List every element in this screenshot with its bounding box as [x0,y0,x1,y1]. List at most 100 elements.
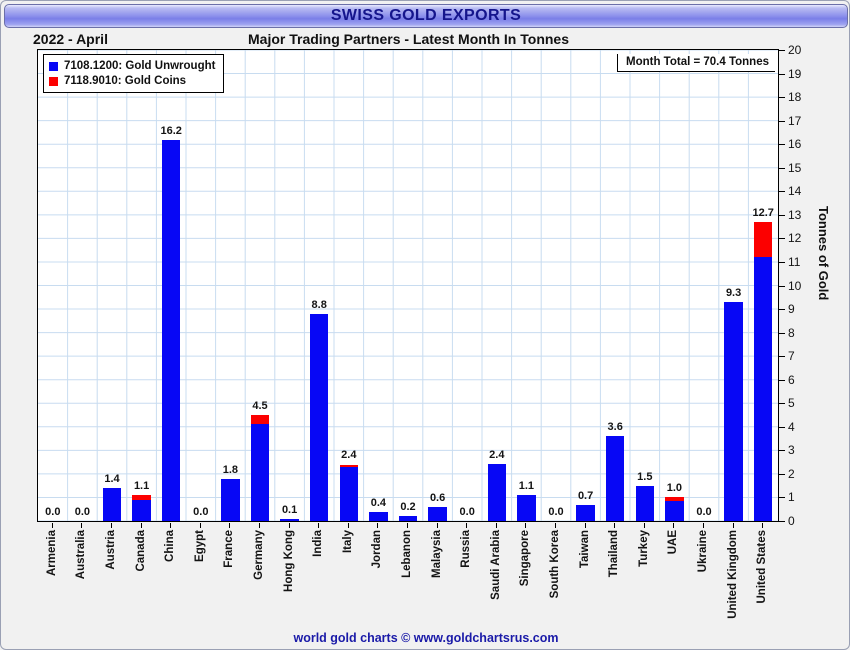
chart-title: SWISS GOLD EXPORTS [330,7,522,24]
bar-value-label: 0.1 [281,503,298,516]
legend-item-coins[interactable]: 7118.9010: Gold Coins [49,74,215,88]
y-tick [779,50,785,51]
bar-germany[interactable] [250,415,270,521]
bar-segment-unwrought [280,518,299,521]
bar-italy[interactable] [339,464,358,521]
bar-segment-unwrought [369,511,388,521]
x-tick [584,523,586,528]
x-tick-label-canada: Canada [134,530,147,572]
y-tick [779,473,785,475]
gridlines [38,50,778,521]
bars-layer: 0.0 0.0 1.4 1.1 16.2 0.0 1.8 4.5 0.1 8.8 2.4 0.4 0.2… [38,50,778,521]
legend: 7108.1200: Gold Unwrought 7118.9010: Gol… [43,54,225,93]
x-tick-label-hong-kong: Hong Kong [282,530,295,592]
bar-saudi-arabia[interactable] [487,464,506,521]
bar-value-label: 1.4 [104,473,120,486]
bar-value-label: 1.5 [637,470,653,483]
x-tick-label-south-korea: South Korea [549,530,561,599]
bar-segment-unwrought [132,499,151,521]
bar-china[interactable] [162,139,181,521]
x-tick [347,523,349,528]
x-tick-label-united-kingdom: United Kingdom [726,530,739,619]
y-tick-label: 19 [788,66,802,81]
plot-area: 0.0 0.0 1.4 1.1 16.2 0.0 1.8 4.5 0.1 8.8 2.4 0.4 0.2… [37,49,779,522]
bar-singapore[interactable] [517,495,536,521]
bar-france[interactable] [221,478,240,521]
x-tick [407,523,408,528]
y-tick-label: 10 [788,278,802,293]
bar-segment-coins [250,415,270,425]
x-tick-label-lebanon: Lebanon [401,530,413,578]
bar-value-label: 1.1 [518,480,535,493]
x-tick [318,523,320,528]
bar-thailand[interactable] [606,436,625,521]
x-tick-label-turkey: Turkey [637,530,650,567]
bar-segment-unwrought [428,506,447,521]
bar-segment-unwrought [221,478,240,521]
bar-lebanon[interactable] [398,516,418,521]
bar-uae[interactable] [665,497,684,521]
bar-value-label: 0.0 [696,506,712,518]
x-tick-label-armenia: Armenia [45,530,58,577]
bar-segment-unwrought [398,516,418,521]
x-tick-label-china: China [164,530,177,562]
bar-segment-coins [132,495,151,500]
bar-hong-kong[interactable] [280,518,299,521]
y-tick [779,144,785,146]
bar-segment-unwrought [724,301,743,521]
bar-segment-unwrought [310,313,329,521]
y-axis: 0 1 2 3 4 5 6 7 8 9 10 11 12 13 14 15 16 17 18 19 20 [779,43,819,528]
bar-value-label: 16.2 [160,124,182,137]
y-tick-label: 11 [788,254,801,269]
y-tick-label: 12 [788,231,802,246]
bar-value-label: 0.4 [370,496,387,509]
x-tick [555,523,556,528]
x-tick [525,523,527,528]
bar-jordan[interactable] [369,511,388,521]
y-tick-label: 6 [788,372,795,387]
y-tick [779,167,785,169]
bar-india[interactable] [310,313,329,521]
bar-canada[interactable] [132,495,151,521]
legend-swatch-coins [49,76,58,86]
bar-taiwan[interactable] [576,504,595,521]
x-tick-label-saudi-arabia: Saudi Arabia [489,530,502,600]
y-tick [779,309,785,311]
bar-segment-coins [339,464,358,467]
bar-austria[interactable] [102,488,122,521]
bar-turkey[interactable] [635,485,654,521]
x-tick [111,523,112,528]
y-tick [779,285,785,287]
bar-malaysia[interactable] [428,506,447,521]
bar-value-label: 1.0 [666,482,683,495]
y-tick [779,238,785,240]
y-tick [779,521,785,522]
bar-value-label: 3.6 [607,421,623,434]
y-axis-title: Tonnes of Gold [816,206,831,301]
bar-value-label: 12.7 [752,206,774,219]
x-tick-label-egypt: Egypt [193,530,206,562]
x-tick [466,523,468,528]
bar-value-label: 0.0 [193,506,209,518]
x-tick [229,523,231,528]
bar-segment-unwrought [339,466,358,521]
bar-segment-unwrought [162,139,181,521]
x-tick-label-united-states: United States [756,530,769,604]
x-tick [673,523,675,528]
bar-value-label: 0.0 [45,506,61,518]
y-tick [779,450,785,452]
bar-united-kingdom[interactable] [724,301,743,521]
x-tick-label-india: India [312,530,325,557]
bar-united-states[interactable] [754,221,773,521]
x-tick-label-thailand: Thailand [608,530,621,578]
bar-value-label: 0.6 [429,491,446,504]
y-tick-label: 20 [788,43,802,57]
x-tick [643,523,645,528]
bar-value-label: 1.8 [222,463,239,476]
y-tick [779,261,785,263]
period-label: 2022 - April [33,31,108,47]
legend-item-unwrought[interactable]: 7108.1200: Gold Unwrought [49,59,215,73]
footer-credit: world gold charts © www.goldchartsrus.co… [293,631,559,645]
x-tick [762,523,764,528]
x-tick-label-malaysia: Malaysia [430,530,443,578]
